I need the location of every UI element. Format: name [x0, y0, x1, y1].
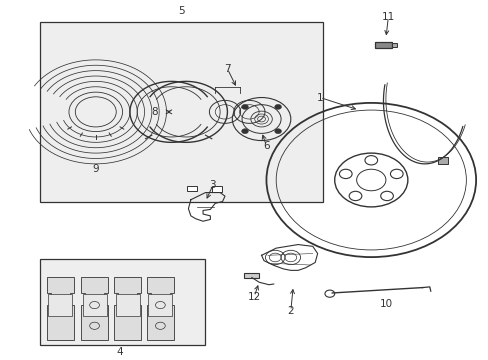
Text: 3: 3: [209, 180, 216, 190]
Polygon shape: [81, 277, 108, 339]
Polygon shape: [147, 277, 173, 339]
Text: 9: 9: [92, 164, 99, 174]
Text: 7: 7: [224, 64, 230, 74]
Bar: [244, 273, 259, 278]
Text: 6: 6: [263, 141, 269, 151]
Text: 12: 12: [247, 292, 260, 302]
Text: 1: 1: [316, 93, 323, 103]
Text: 8: 8: [151, 107, 157, 117]
Bar: [40, 259, 205, 345]
Bar: [48, 294, 72, 316]
Text: 5: 5: [178, 6, 184, 17]
Polygon shape: [47, 277, 74, 339]
Bar: [82, 294, 106, 316]
Circle shape: [241, 129, 248, 134]
Bar: [148, 294, 172, 316]
Bar: [391, 43, 396, 47]
Text: 2: 2: [287, 306, 294, 316]
Polygon shape: [114, 277, 141, 339]
Bar: [187, 186, 197, 192]
Text: 11: 11: [381, 12, 394, 22]
Bar: [40, 22, 322, 202]
Bar: [116, 294, 140, 316]
Circle shape: [274, 129, 281, 134]
Text: 10: 10: [379, 299, 392, 309]
Bar: [437, 157, 447, 164]
Circle shape: [274, 104, 281, 109]
Circle shape: [241, 104, 248, 109]
Text: 4: 4: [117, 347, 123, 357]
Bar: [374, 42, 391, 48]
Bar: [211, 186, 221, 192]
